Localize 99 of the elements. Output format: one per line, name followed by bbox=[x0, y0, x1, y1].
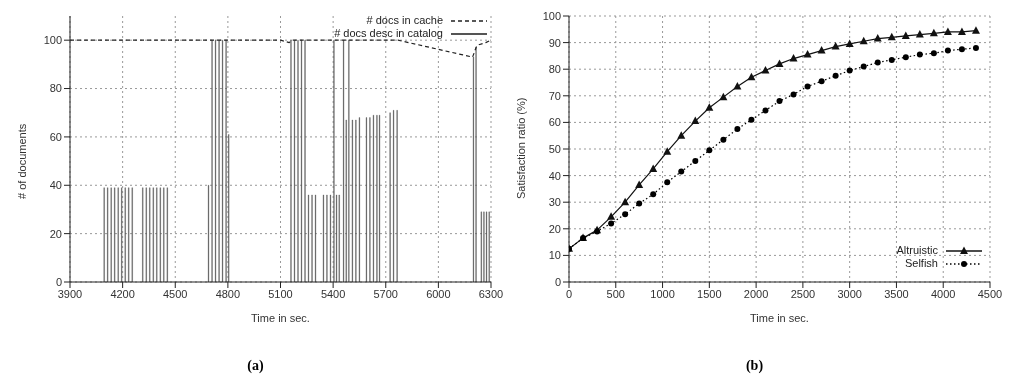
text: (b) bbox=[744, 358, 765, 374]
y-tick-label: 20 bbox=[49, 227, 62, 240]
point bbox=[706, 147, 713, 154]
x-tick-label: 5400 bbox=[320, 287, 346, 300]
x-tick-label: 4000 bbox=[930, 287, 956, 300]
x-tick-label: 5100 bbox=[268, 287, 293, 300]
point bbox=[944, 47, 951, 54]
legend-label: Selfish bbox=[904, 257, 938, 270]
x-axis-title: Time in sec. bbox=[750, 312, 809, 324]
point bbox=[846, 67, 853, 74]
point bbox=[803, 50, 812, 58]
point bbox=[608, 220, 615, 227]
point bbox=[916, 51, 923, 58]
x-tick-label: 6000 bbox=[426, 287, 451, 300]
x-tick-label: 0 bbox=[565, 287, 573, 300]
point bbox=[705, 103, 714, 111]
y-axis-title: # of documents bbox=[15, 123, 28, 199]
point bbox=[720, 136, 727, 143]
y-tick-label: 0 bbox=[55, 275, 62, 288]
point bbox=[663, 147, 672, 155]
point bbox=[790, 91, 797, 98]
point bbox=[831, 42, 840, 50]
point bbox=[818, 78, 825, 85]
y-axis-title: Satisfaction ratio (%) bbox=[514, 97, 527, 199]
x-tick-label: 2000 bbox=[743, 287, 769, 300]
x-tick-label: 4200 bbox=[110, 287, 135, 300]
point bbox=[636, 200, 643, 207]
legend-label: Altruistic bbox=[896, 244, 938, 257]
point bbox=[719, 92, 728, 101]
point bbox=[972, 44, 979, 51]
legend-label: # docs desc in catalog bbox=[334, 27, 443, 40]
y-tick-label: 100 bbox=[542, 9, 561, 22]
y-tick-label: 30 bbox=[548, 196, 561, 209]
point bbox=[901, 31, 910, 39]
point bbox=[859, 36, 868, 45]
x-tick-label: 500 bbox=[606, 287, 625, 300]
point bbox=[691, 116, 700, 125]
y-tick-label: 0 bbox=[554, 275, 561, 288]
point bbox=[958, 46, 965, 53]
y-tick-label: 100 bbox=[43, 34, 62, 47]
y-tick-label: 20 bbox=[548, 222, 561, 235]
point bbox=[747, 72, 756, 81]
x-axis-title: Time in sec. bbox=[251, 312, 310, 324]
point bbox=[761, 66, 770, 74]
x-tick-label: 3500 bbox=[884, 287, 909, 300]
y-tick-label: 80 bbox=[548, 63, 561, 76]
point bbox=[775, 59, 784, 67]
y-tick-label: 60 bbox=[548, 116, 561, 129]
point bbox=[873, 34, 882, 42]
y-tick-label: 40 bbox=[548, 169, 561, 182]
point bbox=[734, 126, 741, 133]
point bbox=[887, 32, 896, 41]
point bbox=[664, 179, 671, 186]
x-tick-label: 4500 bbox=[163, 287, 188, 300]
point bbox=[860, 63, 867, 70]
x-tick-label: 3900 bbox=[57, 287, 83, 300]
point bbox=[971, 26, 980, 34]
y-tick-label: 40 bbox=[49, 179, 62, 192]
text: (a) bbox=[246, 358, 265, 374]
point bbox=[677, 131, 686, 139]
y-tick-label: 50 bbox=[548, 142, 561, 155]
point bbox=[888, 56, 895, 63]
x-tick-label: 2500 bbox=[790, 287, 816, 300]
point bbox=[832, 72, 839, 79]
point bbox=[915, 30, 924, 38]
point bbox=[789, 54, 798, 62]
point bbox=[804, 83, 811, 90]
x-tick-label: 1500 bbox=[697, 287, 722, 300]
y-tick-label: 10 bbox=[548, 249, 561, 262]
point bbox=[845, 39, 854, 47]
point bbox=[678, 168, 685, 175]
point bbox=[621, 197, 630, 206]
point bbox=[650, 191, 657, 198]
legend-label: # docs in cache bbox=[366, 14, 443, 27]
point bbox=[957, 27, 966, 35]
point bbox=[929, 28, 938, 37]
x-tick-label: 1000 bbox=[650, 287, 675, 300]
point bbox=[874, 59, 881, 66]
point bbox=[776, 98, 783, 105]
x-tick-label: 4800 bbox=[215, 287, 241, 300]
point bbox=[762, 107, 769, 114]
point bbox=[748, 116, 755, 123]
y-tick-label: 90 bbox=[548, 36, 561, 49]
point bbox=[930, 50, 937, 57]
point bbox=[622, 211, 629, 218]
x-tick-label: 5700 bbox=[373, 287, 398, 300]
point bbox=[817, 46, 826, 54]
point bbox=[692, 157, 699, 164]
x-tick-label: 4500 bbox=[977, 287, 1003, 300]
point bbox=[635, 180, 644, 188]
point bbox=[943, 27, 952, 35]
point bbox=[607, 212, 616, 220]
y-tick-label: 60 bbox=[49, 130, 62, 143]
point bbox=[902, 54, 909, 61]
y-tick-label: 70 bbox=[548, 89, 561, 102]
x-tick-label: 6300 bbox=[478, 287, 504, 300]
x-tick-label: 3000 bbox=[837, 287, 862, 300]
point bbox=[649, 164, 658, 172]
y-tick-label: 80 bbox=[49, 82, 62, 95]
